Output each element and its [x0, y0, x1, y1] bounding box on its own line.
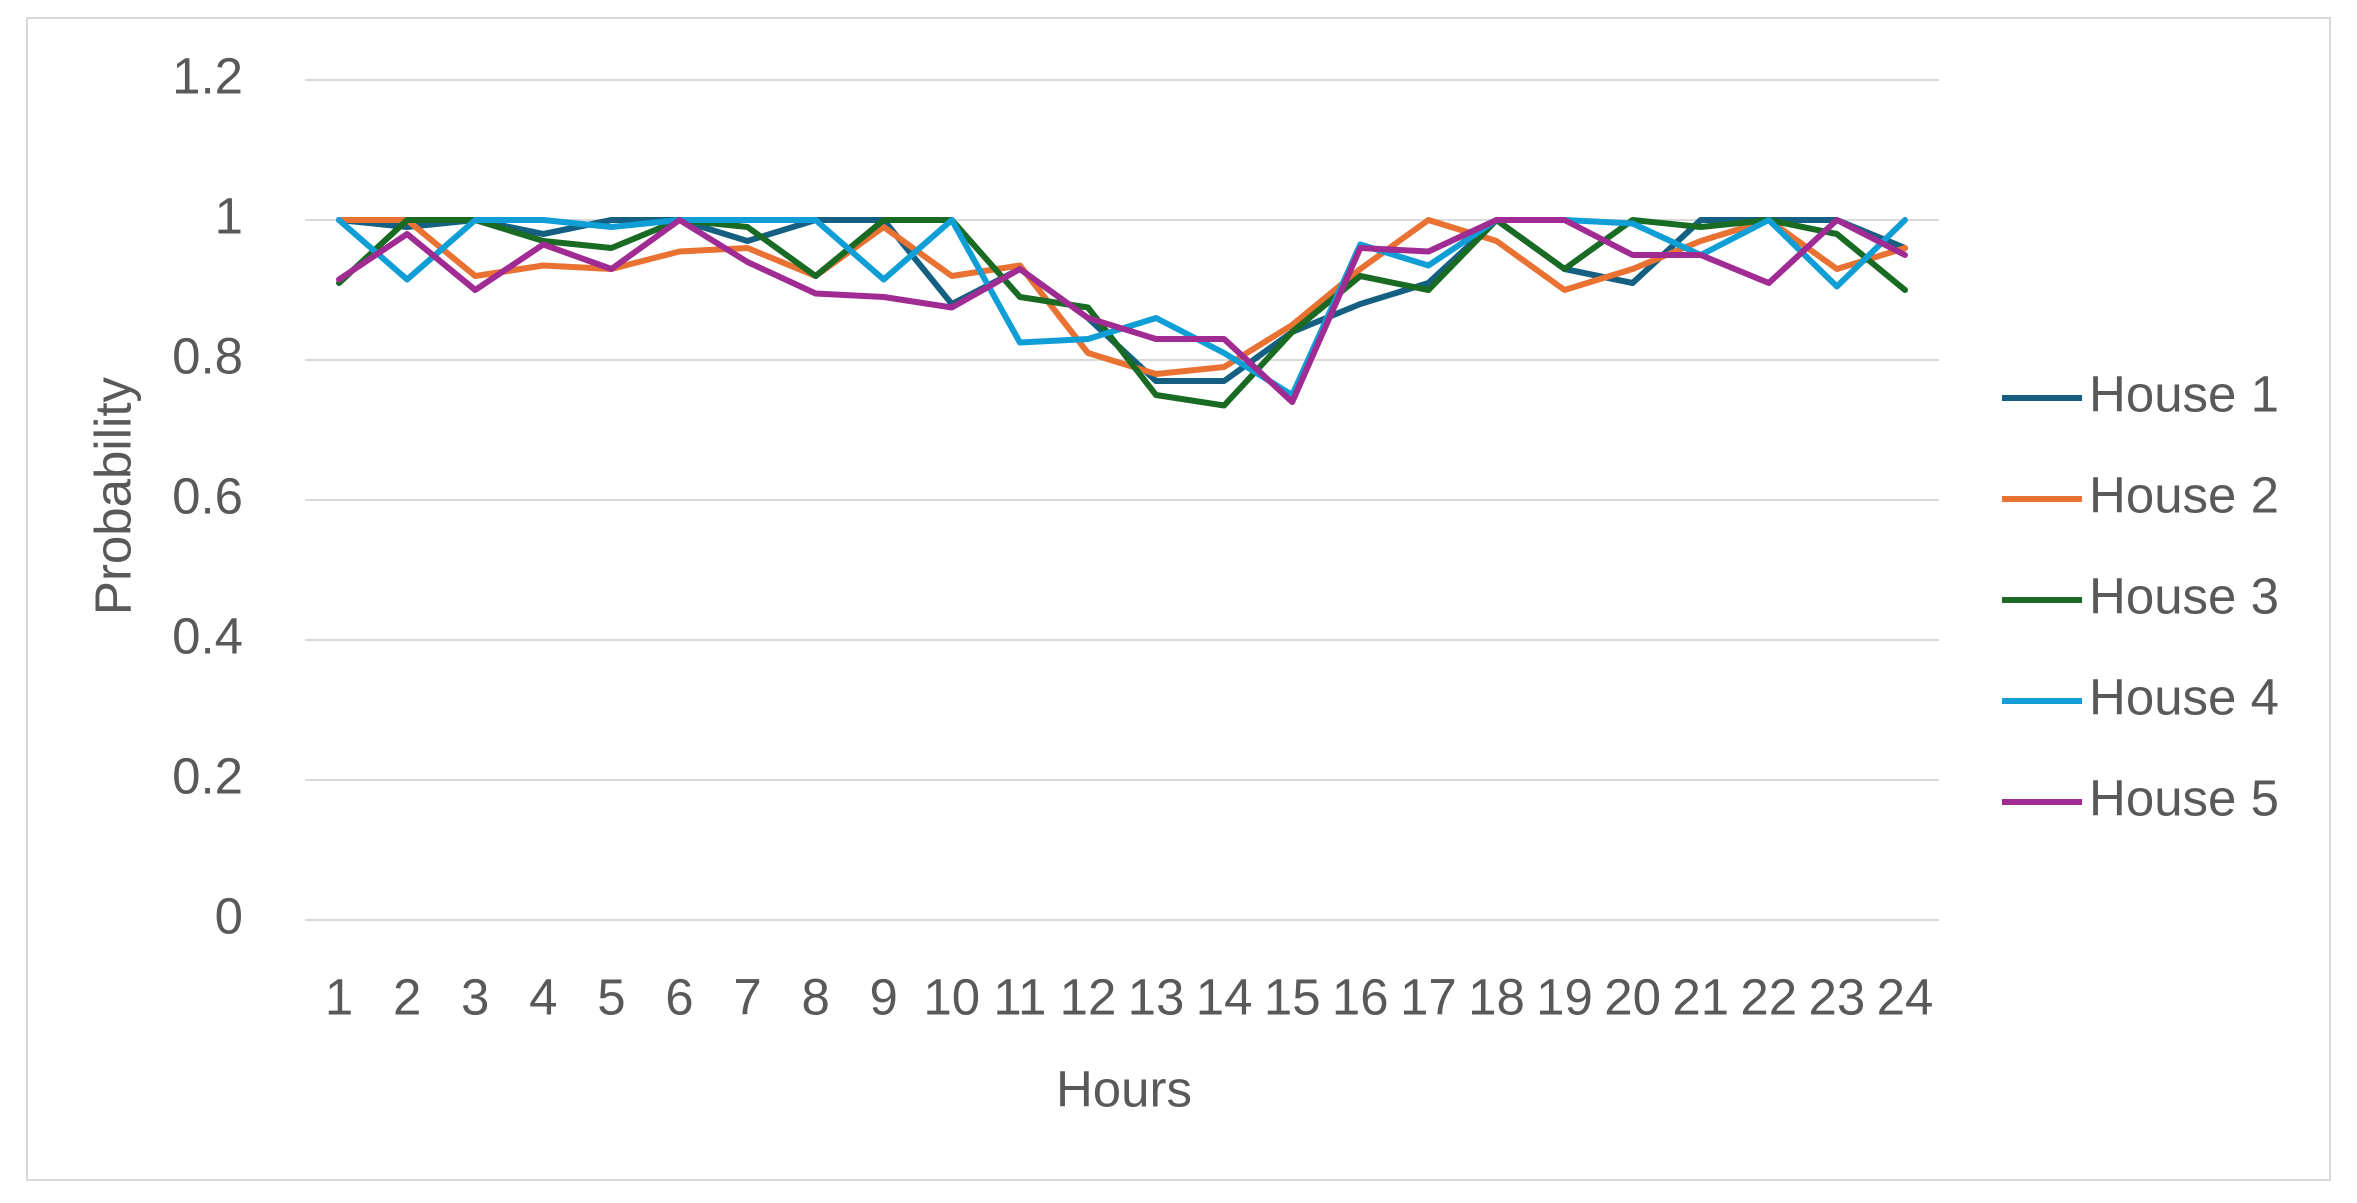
y-tick-label: 1.2 [172, 47, 243, 104]
x-tick-label: 3 [461, 968, 489, 1025]
x-tick-label: 4 [529, 968, 557, 1025]
x-tick-label: 12 [1060, 968, 1117, 1025]
legend-label: House 4 [2089, 668, 2279, 725]
x-tick-label: 6 [665, 968, 693, 1025]
x-tick-label: 5 [597, 968, 625, 1025]
x-tick-label: 11 [993, 968, 1046, 1025]
x-tick-label: 20 [1604, 968, 1661, 1025]
x-tick-label: 18 [1468, 968, 1525, 1025]
y-tick-label: 0 [215, 887, 243, 944]
x-axis-label: Hours [1056, 1060, 1192, 1117]
chart-frame [26, 17, 2331, 1181]
x-tick-label: 9 [870, 968, 898, 1025]
x-tick-label: 8 [801, 968, 829, 1025]
y-tick-label: 0.4 [172, 607, 243, 664]
x-tick-label: 10 [923, 968, 980, 1025]
legend-label: House 3 [2089, 567, 2279, 624]
legend-label: House 1 [2089, 365, 2279, 422]
x-tick-label: 21 [1672, 968, 1729, 1025]
y-tick-label: 0.6 [172, 467, 243, 524]
x-tick-label: 22 [1740, 968, 1797, 1025]
x-tick-label: 7 [733, 968, 761, 1025]
x-tick-label: 16 [1332, 968, 1389, 1025]
y-axis-label: Probability [84, 376, 141, 615]
legend-label: House 2 [2089, 466, 2279, 523]
y-tick-label: 1 [215, 187, 243, 244]
series-line [336, 217, 1908, 377]
x-tick-label: 19 [1536, 968, 1593, 1025]
series-line [336, 217, 1908, 409]
x-tick-label: 1 [325, 968, 353, 1025]
x-tick-label: 13 [1128, 968, 1185, 1025]
x-tick-label: 23 [1809, 968, 1866, 1025]
y-tick-label: 0.2 [172, 747, 243, 804]
series-line [336, 217, 1908, 405]
x-tick-label: 14 [1196, 968, 1253, 1025]
legend-label: House 5 [2089, 769, 2279, 826]
x-tick-label: 15 [1264, 968, 1321, 1025]
x-tick-label: 17 [1400, 968, 1457, 1025]
x-tick-label: 24 [1877, 968, 1934, 1025]
x-tick-label: 2 [393, 968, 421, 1025]
y-tick-label: 0.8 [172, 327, 243, 384]
